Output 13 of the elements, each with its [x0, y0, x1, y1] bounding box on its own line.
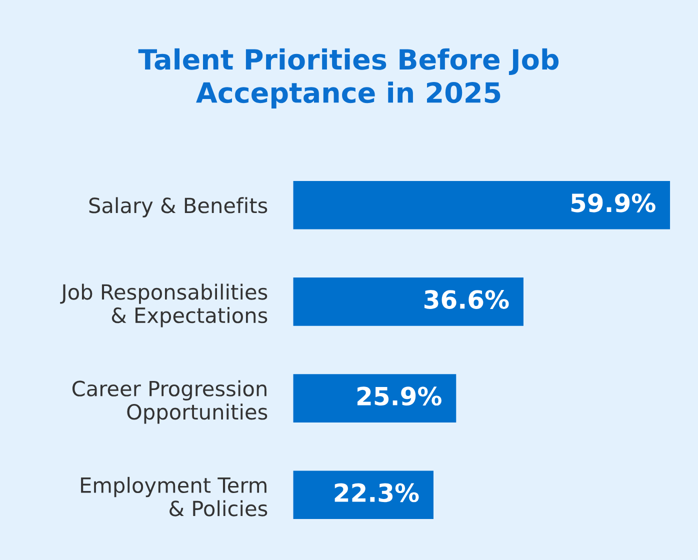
y-tick-label: Job Responsabilities & Expectations: [60, 284, 268, 328]
chart-title: Talent Priorities Before Job Acceptance in 2025: [138, 48, 559, 108]
data-label: 25.9%: [357, 386, 442, 406]
y-tick-label: Employment Term & Policies: [81, 476, 268, 516]
data-label: 59.9%: [571, 193, 656, 212]
y-tick-label: Salary & Benefits: [89, 197, 268, 218]
bar: [293, 278, 524, 326]
data-label: 22.3%: [334, 483, 419, 502]
data-label: 36.6%: [424, 290, 509, 309]
bar: [293, 180, 670, 230]
bar: [293, 470, 434, 520]
y-tick-label: Career Progression Opportunities: [72, 380, 268, 424]
bar: [293, 374, 456, 422]
